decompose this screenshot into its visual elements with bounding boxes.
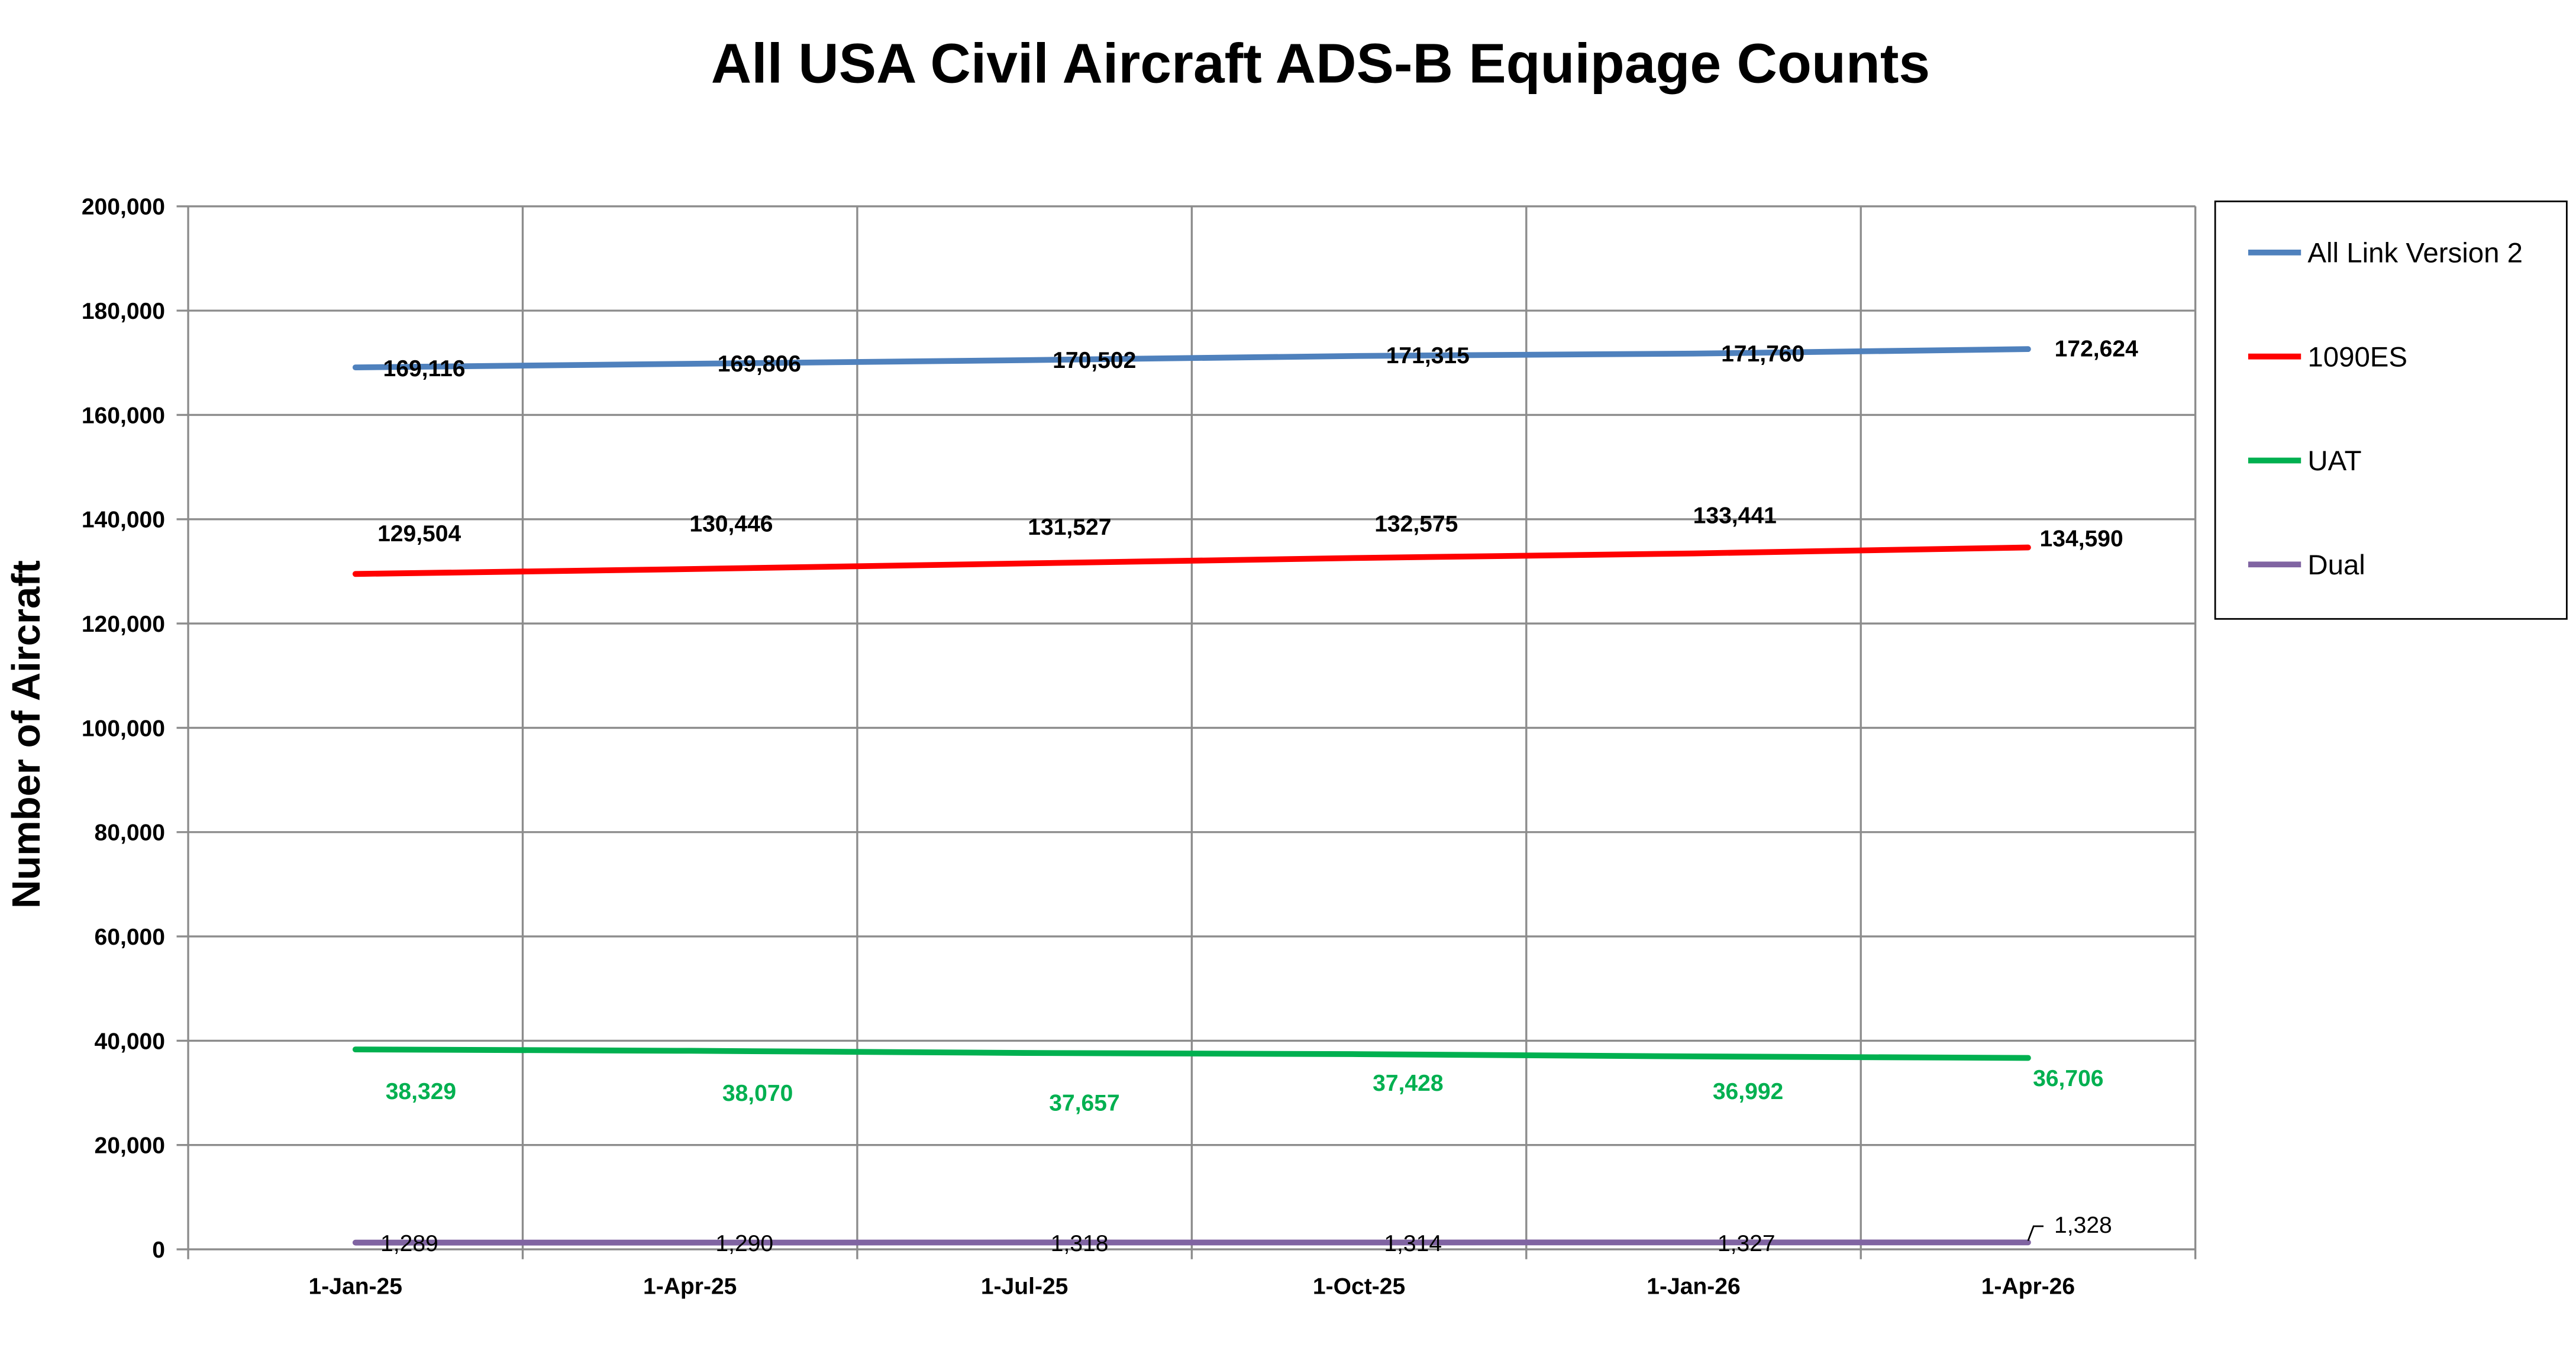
y-tick-label: 20,000 xyxy=(95,1133,165,1159)
data-label: 172,624 xyxy=(2055,337,2138,362)
y-tick-label: 120,000 xyxy=(82,612,165,637)
data-label: 38,070 xyxy=(722,1081,793,1106)
legend-box xyxy=(2214,201,2568,620)
data-label: 131,527 xyxy=(1028,515,1111,540)
data-label: 36,706 xyxy=(2033,1066,2103,1091)
data-point xyxy=(1024,1242,1025,1243)
data-label: 134,590 xyxy=(2040,526,2123,552)
data-point xyxy=(355,1242,356,1243)
x-tick-label: 1-Apr-26 xyxy=(1981,1274,2075,1299)
series-line-1 xyxy=(352,544,2031,577)
y-tick-label: 140,000 xyxy=(82,508,165,533)
data-label: 169,806 xyxy=(718,351,801,377)
y-tick-label: 160,000 xyxy=(82,403,165,428)
data-label: 133,441 xyxy=(1693,503,1777,528)
x-tick-label: 1-Jan-25 xyxy=(309,1274,402,1299)
y-tick-label: 40,000 xyxy=(95,1029,165,1054)
axes: 0 20,000 40,000 60,000 80,000 100,000 120,000 1… xyxy=(82,195,2075,1300)
data-labels: 169,116 169,806 170,502 171,315 171,760 172,6… xyxy=(377,337,2138,1256)
data-point xyxy=(1024,563,1025,564)
y-tick-label: 180,000 xyxy=(82,299,165,324)
data-label: 170,502 xyxy=(1053,348,1136,373)
data-label: 132,575 xyxy=(1374,511,1458,537)
data-point xyxy=(2028,547,2029,548)
data-point xyxy=(1693,1242,1694,1243)
x-tick-label: 1-Jul-25 xyxy=(981,1274,1069,1299)
data-point xyxy=(1024,360,1025,361)
data-label: 171,315 xyxy=(1386,343,1470,369)
data-label: 1,327 xyxy=(1718,1231,1776,1256)
data-point xyxy=(1693,1056,1694,1057)
data-point xyxy=(1693,553,1694,554)
data-point xyxy=(1693,353,1694,354)
data-label: 37,657 xyxy=(1049,1091,1119,1116)
data-label: 1,314 xyxy=(1384,1231,1442,1256)
leader-line xyxy=(2027,1225,2044,1242)
data-label: 37,428 xyxy=(1373,1071,1443,1096)
y-tick-label: 60,000 xyxy=(95,925,165,950)
chart-title: All USA Civil Aircraft ADS-B Equipage Co… xyxy=(711,33,1930,95)
data-label: 1,289 xyxy=(380,1231,438,1256)
legend-entry: Dual xyxy=(2307,550,2365,581)
data-label: 38,329 xyxy=(386,1079,456,1104)
legend: All Link Version 2 1090ES UAT Dual xyxy=(2214,201,2568,620)
data-point xyxy=(1358,1054,1360,1055)
legend-entry: UAT xyxy=(2307,445,2361,477)
data-point xyxy=(2028,1242,2029,1243)
data-point xyxy=(1358,1242,1360,1243)
grid xyxy=(176,205,2197,1259)
y-tick-label: 100,000 xyxy=(82,716,165,741)
x-tick-label: 1-Apr-25 xyxy=(643,1274,737,1299)
data-label: 169,116 xyxy=(383,356,466,382)
data-label: 130,446 xyxy=(689,511,773,537)
data-point xyxy=(355,367,356,368)
y-axis-label: Number of Aircraft xyxy=(4,560,49,909)
x-tick-label: 1-Oct-25 xyxy=(1313,1274,1405,1299)
legend-entry: All Link Version 2 xyxy=(2307,238,2523,269)
data-label: 1,328 xyxy=(2054,1213,2112,1238)
y-tick-label: 80,000 xyxy=(95,820,165,846)
data-point xyxy=(2028,348,2029,350)
data-label: 1,318 xyxy=(1051,1231,1109,1256)
legend-entry: 1090ES xyxy=(2307,341,2407,373)
y-tick-label: 0 xyxy=(152,1237,165,1263)
data-label: 36,992 xyxy=(1713,1079,1783,1104)
series-line-0 xyxy=(352,346,2031,370)
data-label: 129,504 xyxy=(377,521,461,547)
data-label: 171,760 xyxy=(1721,341,1805,367)
x-tick-label: 1-Jan-26 xyxy=(1647,1274,1740,1299)
series-line-2 xyxy=(352,1046,2031,1061)
data-label: 1,290 xyxy=(715,1231,773,1256)
data-point xyxy=(355,1049,356,1050)
y-tick-label: 200,000 xyxy=(82,195,165,220)
series-lines xyxy=(352,346,2031,1246)
data-point xyxy=(1024,1052,1025,1054)
